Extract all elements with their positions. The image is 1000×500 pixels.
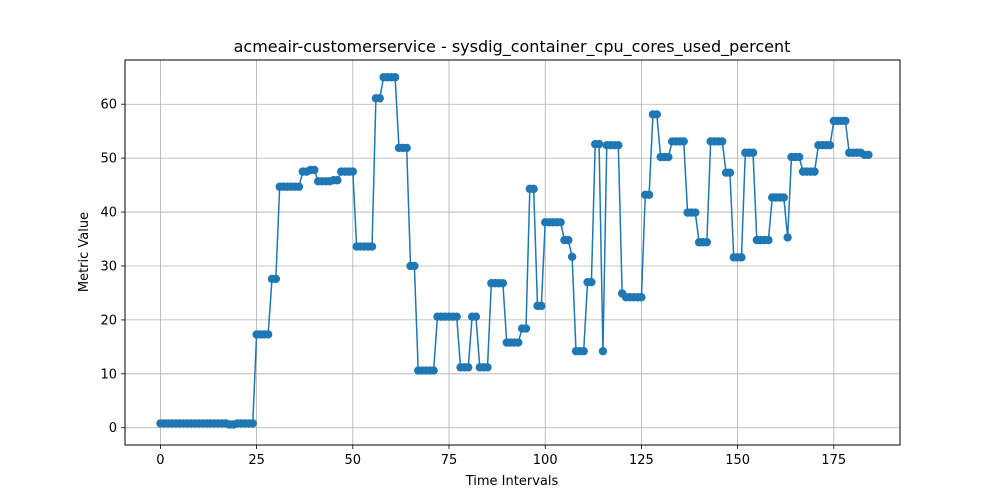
y-tick-label: 0 — [109, 421, 117, 436]
data-point — [464, 363, 473, 372]
data-point — [614, 141, 623, 150]
chart-title: acmeair-customerservice - sysdig_contain… — [234, 37, 791, 57]
data-point — [452, 312, 461, 321]
y-tick-label: 40 — [100, 206, 117, 221]
x-tick-label: 175 — [821, 453, 846, 468]
data-point — [783, 233, 792, 242]
x-tick-label: 50 — [345, 453, 362, 468]
data-point — [248, 419, 257, 428]
y-tick-label: 60 — [100, 98, 117, 113]
data-point — [587, 277, 596, 287]
data-point — [644, 190, 654, 199]
x-tick-label: 100 — [533, 453, 558, 468]
y-tick-label: 20 — [100, 313, 117, 328]
data-point — [529, 184, 538, 194]
data-point — [579, 346, 588, 356]
data-point — [652, 110, 661, 119]
series-group — [156, 73, 873, 429]
data-point — [779, 193, 788, 202]
data-point — [702, 238, 712, 247]
data-point — [556, 218, 565, 227]
data-point — [598, 346, 608, 356]
y-tick-label: 50 — [100, 152, 117, 167]
plot-frame — [124, 59, 901, 446]
data-point — [429, 366, 438, 375]
data-point — [537, 301, 546, 311]
data-point — [679, 137, 688, 146]
data-point — [841, 116, 850, 126]
data-point — [567, 252, 577, 262]
data-point — [390, 73, 400, 82]
data-point — [864, 150, 873, 160]
data-point — [725, 168, 735, 177]
data-point — [471, 312, 481, 321]
x-tick-label: 25 — [248, 453, 265, 468]
data-point — [333, 176, 342, 185]
data-point — [367, 242, 377, 251]
data-point — [271, 274, 281, 284]
data-point — [810, 167, 819, 176]
data-point — [483, 363, 492, 372]
data-point — [310, 165, 319, 175]
data-point — [764, 235, 773, 245]
data-point — [691, 208, 700, 217]
x-tick-label: 150 — [725, 453, 750, 468]
data-point — [521, 324, 531, 333]
data-point — [737, 253, 746, 262]
data-point — [514, 338, 523, 347]
x-tick-label: 125 — [629, 453, 654, 468]
data-point — [294, 182, 304, 191]
data-point — [825, 141, 835, 150]
data-point — [718, 137, 727, 146]
x-axis-ticks: 0 25 50 75 100 125 150 175 — [156, 445, 846, 468]
data-point — [263, 330, 273, 339]
data-point — [498, 279, 508, 288]
data-point — [402, 143, 411, 153]
data-point — [794, 152, 804, 162]
data-point — [564, 235, 573, 245]
data-point — [410, 261, 419, 271]
data-point — [375, 94, 384, 103]
y-tick-label: 10 — [100, 367, 117, 382]
x-tick-label: 75 — [441, 453, 458, 468]
x-axis-label: Time Intervals — [465, 474, 559, 489]
data-point — [637, 293, 646, 302]
data-point — [664, 152, 673, 162]
data-point — [594, 139, 604, 149]
data-point — [348, 167, 358, 176]
y-axis-ticks: 0 10 20 30 40 50 60 — [100, 98, 125, 436]
x-tick-label: 0 — [156, 453, 164, 468]
y-axis-label: Metric Value — [77, 212, 92, 292]
y-tick-label: 30 — [100, 259, 117, 274]
data-point — [748, 148, 758, 157]
